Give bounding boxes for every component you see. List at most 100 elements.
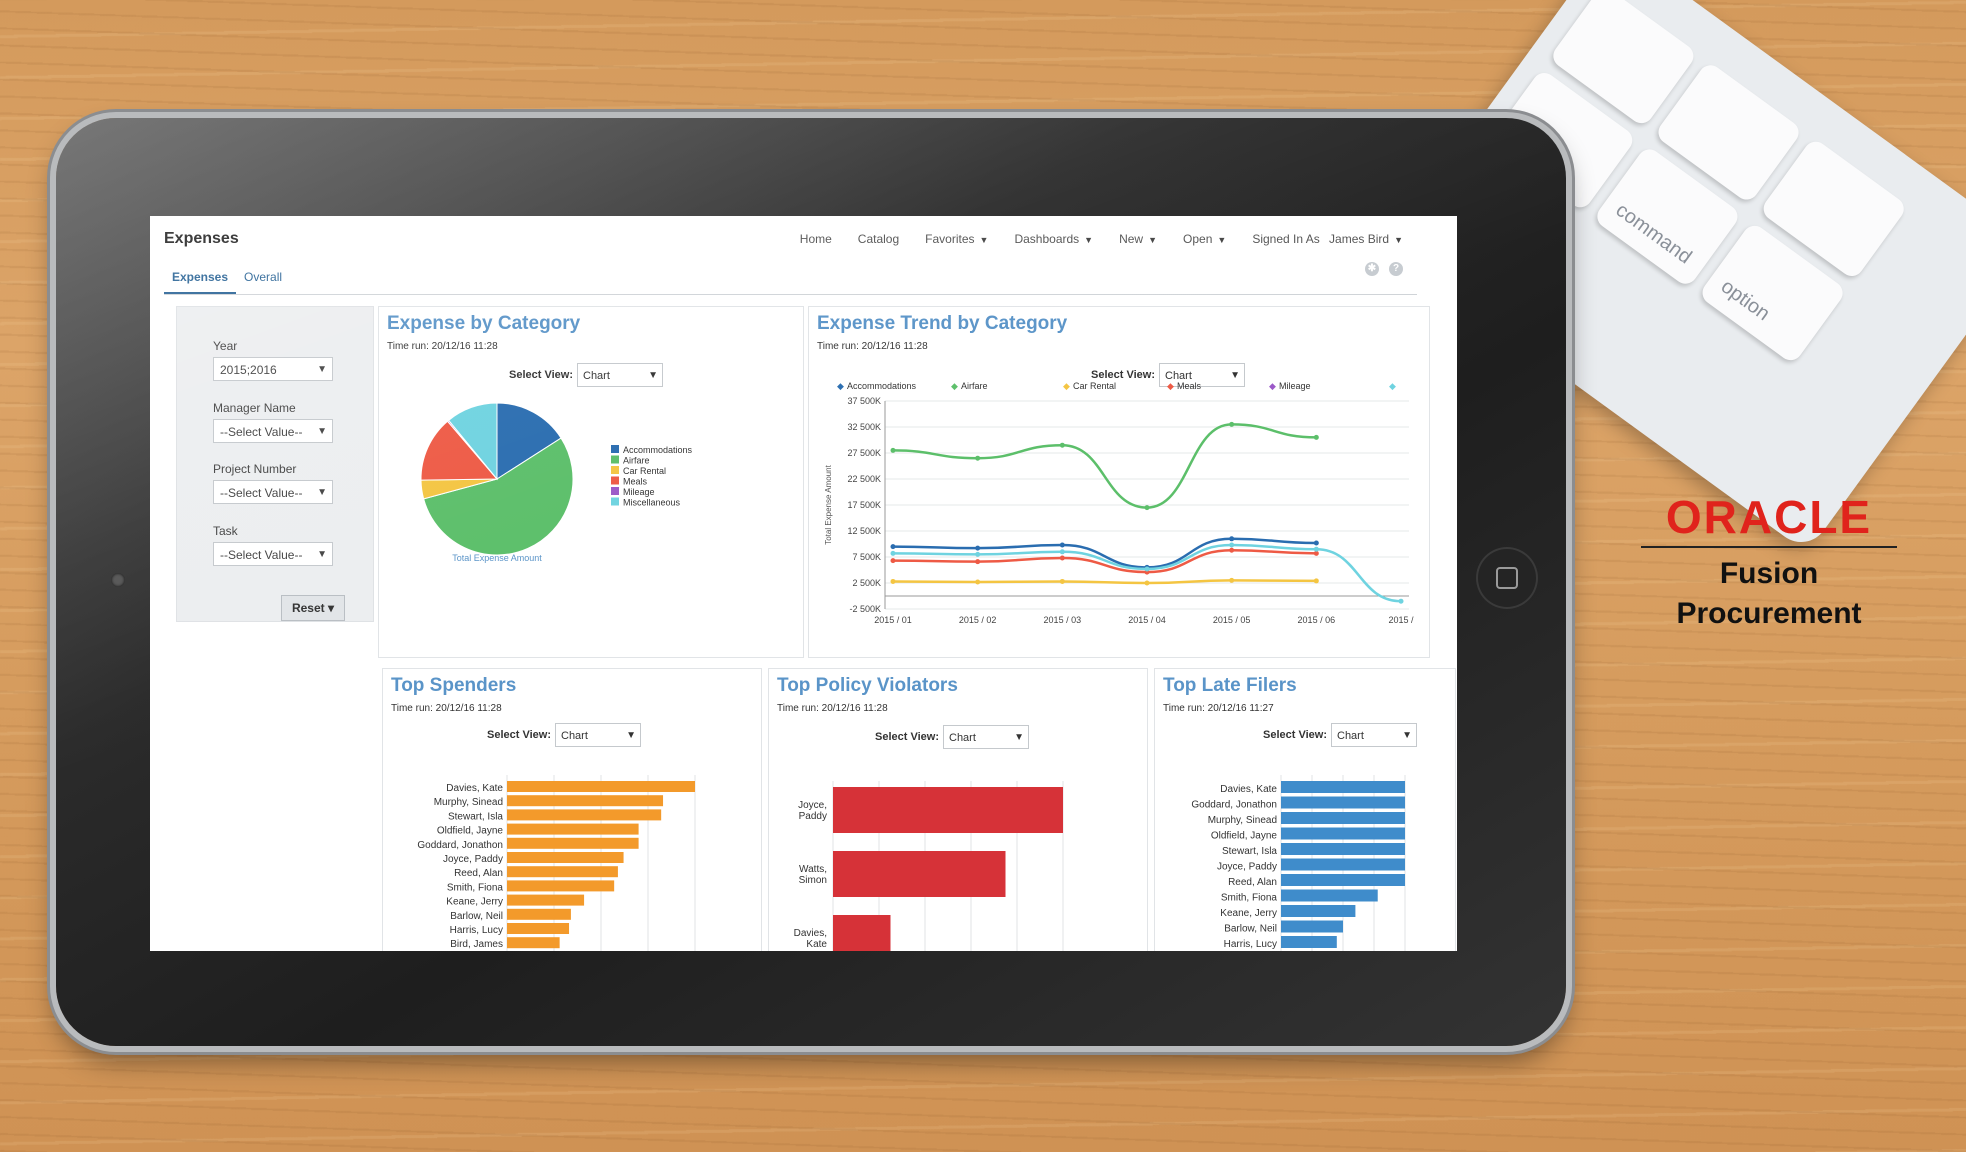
data-point — [1313, 578, 1319, 584]
legend-marker: ◆ — [1063, 381, 1070, 391]
gear-icon[interactable]: ✱ — [1365, 262, 1379, 276]
bar — [507, 837, 639, 849]
task-select[interactable]: --Select Value-- ▼ — [213, 542, 333, 566]
select-view-label: Select View: — [487, 728, 551, 741]
bar — [507, 823, 639, 835]
select-view-dropdown[interactable]: Chart ▼ — [555, 723, 641, 747]
nav-catalog[interactable]: Catalog — [857, 232, 900, 246]
top-spenders-panel: Top Spenders Time run: 20/12/16 11:28 Se… — [382, 668, 762, 951]
bar — [507, 852, 624, 863]
task-label: Task — [213, 524, 238, 538]
legend-swatch — [611, 487, 619, 495]
nav-dashboards[interactable]: Dashboards ▼ — [1014, 232, 1093, 246]
project-select[interactable]: --Select Value-- ▼ — [213, 480, 333, 504]
y-axis-title: Total Expense Amount — [824, 464, 833, 544]
nav-new[interactable]: New ▼ — [1119, 232, 1157, 246]
legend-label: Mileage — [1279, 381, 1311, 391]
help-icon[interactable]: ? — [1389, 262, 1403, 276]
bar — [1281, 812, 1405, 824]
panel-title: Top Late Filers — [1163, 675, 1297, 696]
legend-swatch — [611, 455, 619, 464]
select-view: Select View: Chart ▼ — [509, 363, 663, 387]
bar — [1281, 920, 1343, 933]
nav-dashboards-label: Dashboards — [1014, 232, 1080, 246]
bar-label: Smith, Fiona — [447, 882, 504, 893]
legend-marker: ◆ — [837, 381, 844, 391]
x-tick-label: 2015 / 04 — [1128, 615, 1166, 625]
pie-slice — [420, 420, 499, 481]
bar-label: Murphy, Sinead — [1208, 815, 1277, 826]
tab-expenses[interactable]: Expenses — [164, 266, 237, 295]
bar-label: Reed, Alan — [454, 868, 503, 879]
bar-label: Bird, James — [450, 939, 503, 950]
bar — [1281, 827, 1405, 840]
time-run: Time run: 20/12/16 11:28 — [387, 341, 498, 352]
legend-swatch — [611, 445, 619, 453]
data-point — [1313, 550, 1319, 556]
tab-overall[interactable]: Overall — [244, 270, 283, 284]
dashboard-screen: Expenses Home Catalog Favorites ▼ Dashboa… — [150, 216, 1457, 951]
select-view-label: Select View: — [1263, 728, 1327, 741]
reset-label: Reset — [291, 601, 325, 615]
y-tick-label: 27 500K — [847, 448, 881, 458]
legend-label: Meals — [1177, 381, 1202, 391]
select-view-dropdown[interactable]: Chart ▼ — [577, 363, 663, 387]
trend-line-chart: 37 500K 32 500K 27 500K 22 500K 17 500K 12 50… — [824, 381, 1414, 625]
year-value: 2015;2016 — [220, 363, 277, 377]
reset-button[interactable]: Reset ▾ — [281, 595, 345, 621]
chevron-down-icon: ▼ — [317, 487, 327, 498]
select-view-dropdown[interactable]: Chart ▼ — [943, 725, 1029, 749]
chevron-down-icon: ▼ — [1084, 235, 1094, 245]
chevron-down-icon: ▼ — [317, 364, 327, 375]
select-view: Select View: Chart ▼ — [875, 725, 1029, 749]
nav-favorites[interactable]: Favorites ▼ — [925, 232, 988, 246]
bar — [507, 795, 664, 807]
bar-label: Harris, Lucy — [450, 925, 503, 936]
select-view-label: Select View: — [875, 730, 939, 743]
manager-select[interactable]: --Select Value-- ▼ — [213, 419, 333, 443]
bar-label: Stewart, Isla — [1222, 846, 1277, 857]
project-value: --Select Value-- — [220, 486, 303, 500]
signed-in-menu[interactable]: Signed In As James Bird ▼ — [1252, 232, 1403, 246]
data-point — [1229, 536, 1235, 542]
bar — [507, 866, 618, 878]
pie-slice — [447, 402, 498, 481]
chevron-down-icon: ▼ — [626, 730, 636, 741]
legend-marker: ◆ — [1167, 381, 1174, 391]
x-tick-label: 2015 / — [1388, 615, 1414, 625]
legend-swatch — [611, 466, 619, 474]
top-spenders-chart: Davies, Kate Murphy, Sinead Stewart, Isla O… — [417, 775, 696, 951]
bar — [507, 923, 570, 934]
nav-home[interactable]: Home — [799, 232, 832, 246]
panel-title: Expense by Category — [387, 313, 581, 334]
select-view-value: Chart — [583, 370, 610, 382]
pie-slice — [496, 402, 562, 480]
year-select[interactable]: 2015;2016 ▼ — [213, 357, 333, 381]
time-run: Time run: 20/12/16 11:28 — [777, 703, 888, 714]
bar-label: Davies, Kate — [1220, 784, 1277, 795]
data-point — [1059, 442, 1065, 448]
series-line — [892, 548, 1317, 574]
tablet-home-button[interactable] — [1476, 547, 1538, 609]
y-tick-label: -2 500K — [849, 604, 881, 614]
y-tick-label: 2 500K — [852, 578, 881, 588]
year-label: Year — [213, 339, 238, 353]
manager-label: Manager Name — [213, 401, 296, 415]
product-name-line1: Fusion — [1719, 557, 1819, 590]
nav-open[interactable]: Open ▼ — [1183, 232, 1226, 246]
tablet-camera — [111, 573, 125, 587]
bar — [833, 915, 891, 951]
data-point — [890, 544, 896, 550]
data-point — [975, 455, 981, 461]
select-view-value: Chart — [949, 732, 976, 744]
data-point — [890, 550, 896, 556]
chevron-down-icon: ▼ — [1402, 730, 1412, 741]
select-view-dropdown[interactable]: Chart ▼ — [1331, 723, 1417, 747]
panel-title: Top Policy Violators — [777, 675, 958, 696]
data-point — [1313, 546, 1319, 552]
data-point — [1313, 434, 1319, 440]
select-view-dropdown[interactable]: Chart ▼ — [1159, 363, 1245, 387]
pie-slice — [423, 437, 574, 556]
series-line — [892, 423, 1317, 509]
nav-new-label: New — [1119, 232, 1144, 246]
